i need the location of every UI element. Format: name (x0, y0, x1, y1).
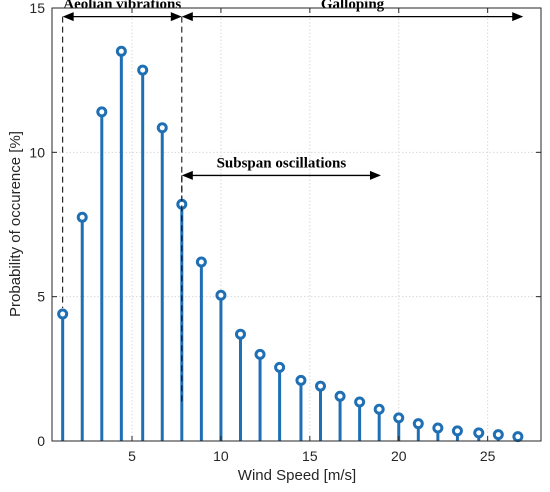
stem-marker (315, 380, 327, 392)
stem-marker (137, 64, 149, 76)
stem-marker (393, 412, 405, 424)
x-tick-label: 25 (480, 448, 496, 464)
x-tick-label: 15 (302, 448, 318, 464)
x-tick-label: 5 (128, 448, 136, 464)
stem-marker (156, 122, 168, 134)
arrowhead-left (181, 170, 193, 180)
stem-marker (295, 374, 307, 386)
stem-marker (492, 429, 504, 441)
annotation-label: Subspan oscillations (217, 155, 347, 171)
x-tick-label: 10 (213, 448, 229, 464)
x-axis-label: Wind Speed [m/s] (238, 467, 356, 484)
stem-marker (234, 328, 246, 340)
stem-marker (274, 361, 286, 373)
stem-marker (432, 422, 444, 434)
stem-marker (195, 256, 207, 268)
stem-marker (373, 403, 385, 415)
stem-marker (512, 431, 524, 443)
arrowhead-left (62, 12, 74, 22)
annotation-label: Galloping (321, 0, 385, 13)
stem-marker (96, 106, 108, 118)
arrowhead-right (170, 12, 182, 22)
stem-series (57, 45, 524, 443)
stem-marker (451, 425, 463, 437)
y-tick-label: 5 (37, 289, 45, 305)
y-tick-label: 0 (37, 433, 45, 449)
axes: 5 10 15 20 25 0 5 10 15 (29, 0, 542, 464)
stem-marker (76, 211, 88, 223)
stem-marker (412, 418, 424, 430)
stem-marker (57, 308, 69, 320)
y-tick-label: 10 (29, 144, 45, 160)
stem-marker (115, 45, 127, 57)
stem-marker (215, 289, 227, 301)
arrowhead-right (369, 170, 381, 180)
stem-marker (254, 348, 266, 360)
y-tick-label: 15 (29, 0, 45, 16)
arrowhead-left (181, 12, 193, 22)
axes-box (51, 7, 542, 442)
stem-marker (473, 427, 485, 439)
annotation-label: Aeolian vibrations (63, 0, 181, 13)
annotation-layer: Aeolian vibrations Galloping Subspan oscil… (62, 0, 524, 404)
plot-area (52, 8, 541, 441)
x-tick-label: 20 (391, 448, 407, 464)
y-axis-label: Probability of occurence [%] (7, 131, 24, 317)
arrowhead-right (512, 12, 524, 22)
stem-marker (334, 390, 346, 402)
stem-marker (354, 396, 366, 408)
